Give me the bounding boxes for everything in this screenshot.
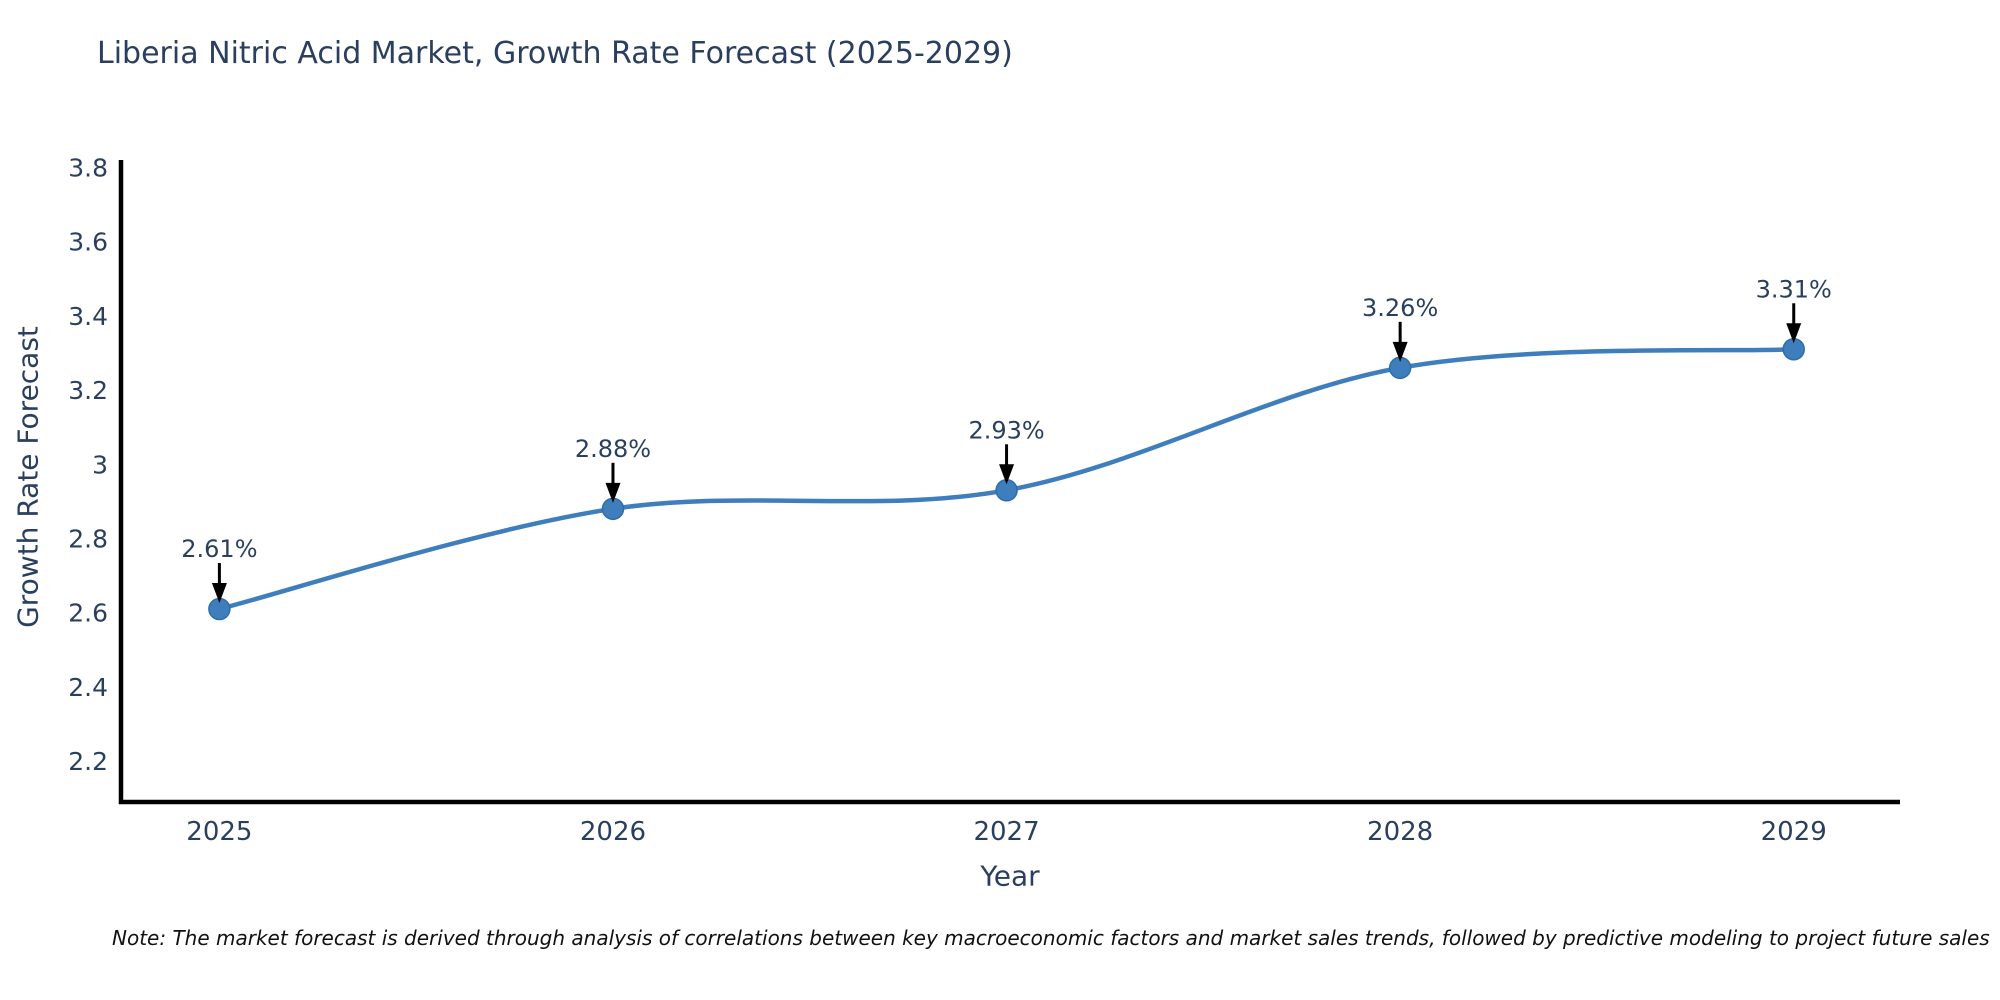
annotation-arrowhead <box>211 583 227 604</box>
x-tick-label: 2025 <box>186 817 252 847</box>
x-tick-label: 2029 <box>1761 817 1827 847</box>
axis-lines <box>118 160 1900 805</box>
y-tick-label: 2.4 <box>68 673 108 702</box>
x-axis-title: Year <box>980 859 1040 893</box>
annotation-arrowhead <box>1392 341 1408 362</box>
data-point-label: 3.26% <box>1362 294 1438 322</box>
annotation-arrowhead <box>999 464 1015 485</box>
y-tick-label: 3.4 <box>68 302 108 331</box>
y-tick-label: 2.2 <box>68 747 108 776</box>
chart-title: Liberia Nitric Acid Market, Growth Rate … <box>97 36 1013 71</box>
y-tick-label: 2.8 <box>68 525 108 554</box>
y-tick-label: 3.2 <box>68 376 108 405</box>
x-tick-label: 2028 <box>1367 817 1433 847</box>
footnote: Note: The market forecast is derived thr… <box>112 926 1990 950</box>
y-tick-label: 3 <box>92 450 108 479</box>
annotation-arrowhead <box>605 482 621 503</box>
annotation-arrowhead <box>1786 323 1802 344</box>
y-tick-label: 3.8 <box>68 153 108 182</box>
y-tick-label: 3.6 <box>68 228 108 257</box>
data-point-label: 2.88% <box>575 435 651 463</box>
data-point-label: 2.93% <box>968 416 1044 444</box>
x-tick-label: 2027 <box>973 817 1039 847</box>
data-point-label: 3.31% <box>1756 275 1832 303</box>
x-tick-label: 2026 <box>580 817 646 847</box>
y-tick-label: 2.6 <box>68 599 108 628</box>
data-point-label: 2.61% <box>181 535 257 563</box>
